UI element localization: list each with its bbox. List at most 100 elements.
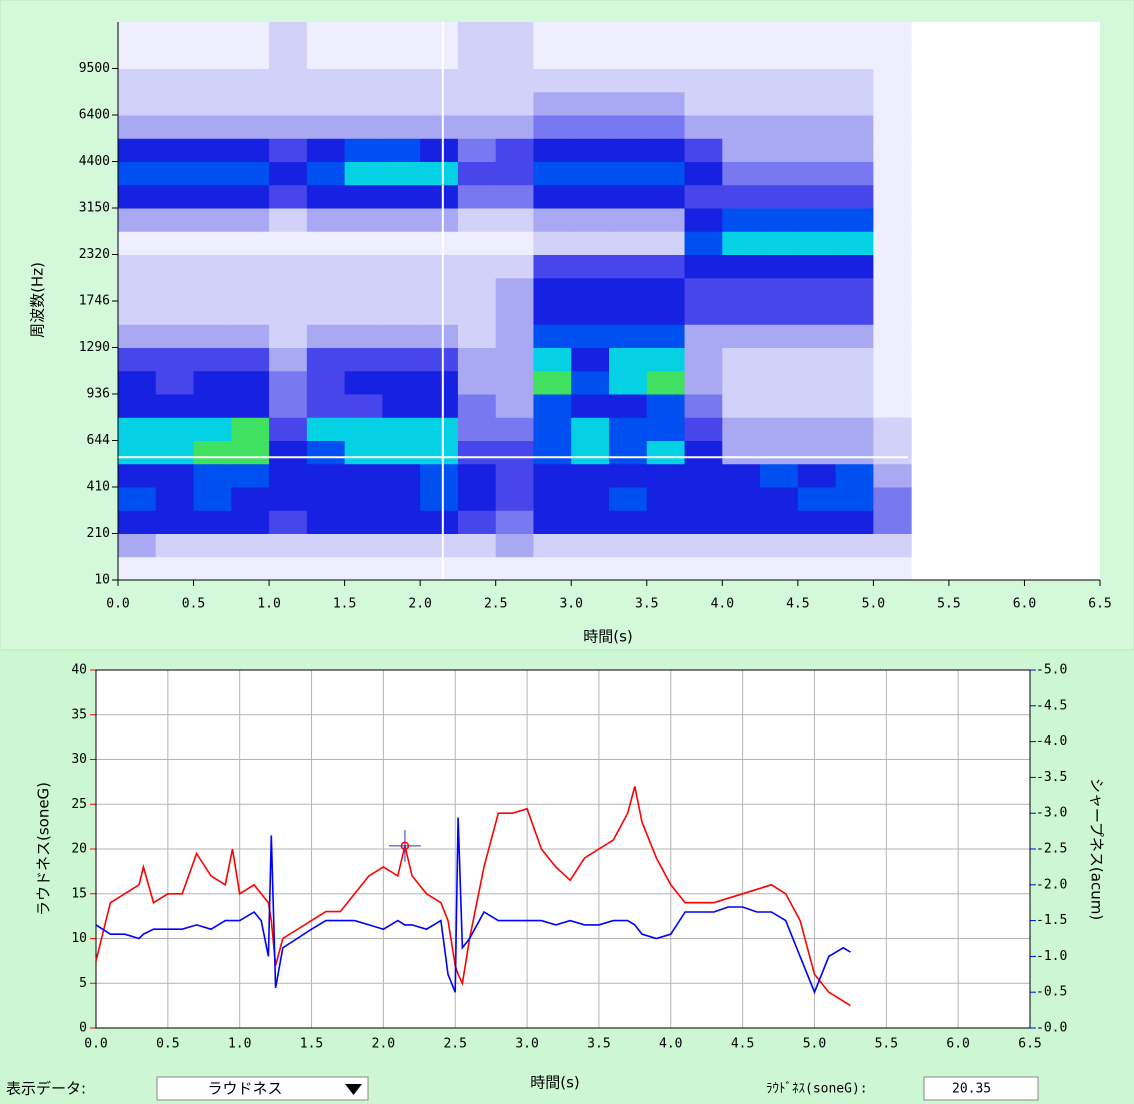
heatmap-cell bbox=[646, 301, 686, 325]
heatmap-cell bbox=[155, 463, 195, 488]
heatmap-cell bbox=[420, 440, 459, 465]
heatmap-cell bbox=[193, 277, 232, 302]
heatmap-cell bbox=[571, 208, 610, 232]
heatmap-cell bbox=[609, 91, 648, 116]
heatmap-cell bbox=[760, 91, 799, 116]
x-tick-label: 4.0 bbox=[659, 1037, 682, 1052]
heatmap-cell bbox=[306, 417, 346, 441]
heatmap-cell bbox=[684, 487, 723, 511]
cursor-part bbox=[400, 841, 410, 851]
heatmap-cell bbox=[873, 22, 912, 46]
heatmap-cell bbox=[420, 510, 459, 534]
x-axis-label: 時間(s) bbox=[583, 628, 633, 646]
dropdown-arrow[interactable] bbox=[345, 1084, 362, 1095]
heatmap-cell bbox=[533, 487, 572, 511]
x-tick-label: 0.0 bbox=[106, 597, 129, 612]
heatmap-cell bbox=[835, 394, 874, 418]
heatmap-cell bbox=[873, 324, 912, 348]
heatmap-cell bbox=[118, 254, 157, 279]
heatmap-cell bbox=[533, 254, 572, 279]
y2-tick-label: -5.0 bbox=[1036, 663, 1067, 678]
heatmap-cell bbox=[382, 68, 421, 93]
heatmap-cell bbox=[118, 301, 157, 325]
x-tick-label: 6.0 bbox=[1013, 597, 1036, 612]
heatmap-cell bbox=[609, 347, 648, 372]
heatmap-cell bbox=[835, 208, 874, 232]
heatmap-cell bbox=[269, 184, 308, 209]
heatmap-cell bbox=[684, 161, 723, 186]
heatmap-cell bbox=[306, 161, 346, 186]
heatmap-cell bbox=[155, 68, 195, 93]
heatmap-cell bbox=[231, 138, 270, 162]
heatmap-cell bbox=[344, 254, 383, 279]
heatmap-cell bbox=[118, 347, 157, 372]
heatmap-cell bbox=[797, 487, 837, 511]
heatmap-cell bbox=[760, 463, 799, 488]
x-tick-label: 0.5 bbox=[156, 1037, 179, 1052]
dropdown[interactable]: ラウドネス bbox=[156, 1076, 369, 1101]
heatmap-cell bbox=[797, 463, 837, 488]
heatmap-cell bbox=[684, 208, 723, 232]
heatmap-cell bbox=[382, 161, 421, 186]
y-tick-label: 0 bbox=[79, 1021, 87, 1036]
heatmap-cell bbox=[571, 556, 610, 581]
heatmap-cell bbox=[533, 440, 572, 465]
heatmap-cell bbox=[684, 394, 723, 418]
heatmap-cell bbox=[193, 91, 232, 116]
heatmap-cell bbox=[155, 161, 195, 186]
heatmap-cell bbox=[344, 138, 383, 162]
heatmap-cell bbox=[835, 510, 874, 534]
heatmap-cell bbox=[382, 138, 421, 162]
heatmap-cell bbox=[646, 440, 686, 465]
y-tick-label: 210 bbox=[87, 526, 110, 541]
heatmap-cell bbox=[760, 208, 799, 232]
heatmap-cell bbox=[193, 68, 232, 93]
heatmap-cell bbox=[646, 347, 686, 372]
heatmap-cell bbox=[873, 231, 912, 255]
heatmap-cell bbox=[155, 556, 195, 581]
heatmap-cell bbox=[609, 184, 648, 209]
heatmap-cell bbox=[533, 22, 572, 46]
heatmap-cell bbox=[118, 487, 157, 511]
heatmap-cell bbox=[609, 463, 648, 488]
heatmap-cell bbox=[571, 347, 610, 372]
heatmap-cell bbox=[382, 324, 421, 348]
heatmap-cell bbox=[533, 138, 572, 162]
heatmap-cell bbox=[722, 231, 761, 255]
heatmap-cell bbox=[420, 277, 459, 302]
heatmap-cell bbox=[873, 556, 912, 581]
heatmap-cell bbox=[231, 394, 270, 418]
heatmap-cell bbox=[344, 556, 383, 581]
x-tick-label: 5.0 bbox=[862, 597, 885, 612]
heatmap-cell bbox=[382, 533, 421, 558]
heatmap-cell bbox=[155, 254, 195, 279]
dropdown-box[interactable] bbox=[156, 1076, 369, 1101]
heatmap-cell bbox=[835, 115, 874, 139]
heatmap-cell bbox=[269, 417, 308, 441]
heatmap-cell bbox=[760, 533, 799, 558]
heatmap-cell bbox=[420, 487, 459, 511]
heatmap-cell bbox=[760, 184, 799, 209]
series-line bbox=[95, 786, 851, 1007]
heatmap-cell bbox=[646, 138, 686, 162]
heatmap-cell bbox=[495, 231, 534, 255]
heatmap-cell bbox=[231, 487, 270, 511]
heatmap-cell bbox=[646, 556, 686, 581]
heatmap-cell bbox=[155, 533, 195, 558]
heatmap-cell bbox=[684, 440, 723, 465]
heatmap-cell bbox=[231, 417, 270, 441]
heatmap-cell bbox=[231, 208, 270, 232]
dropdown-value[interactable]: ラウドネス bbox=[207, 1080, 282, 1098]
heatmap-cell bbox=[457, 277, 497, 302]
heatmap-cell bbox=[231, 347, 270, 372]
heatmap-cell bbox=[269, 22, 308, 46]
heatmap-cell bbox=[873, 463, 912, 488]
heatmap-cell bbox=[684, 231, 723, 255]
heatmap-cell bbox=[457, 91, 497, 116]
heatmap-cell bbox=[684, 301, 723, 325]
heatmap-cell bbox=[306, 115, 346, 139]
heatmap-cell bbox=[382, 394, 421, 418]
heatmap-cell bbox=[382, 208, 421, 232]
y-tick-label: 410 bbox=[87, 480, 110, 495]
heatmap-cell bbox=[118, 91, 157, 116]
